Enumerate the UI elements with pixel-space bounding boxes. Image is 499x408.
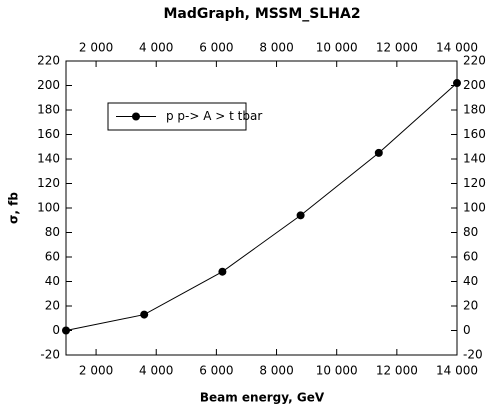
- x-axis-label: Beam energy, GeV: [200, 391, 325, 405]
- legend-label: p p-> A > t tbar: [166, 109, 262, 123]
- x-tick-label: 2 000: [79, 364, 113, 378]
- data-point: [453, 79, 461, 88]
- y-tick-label: 20: [45, 299, 60, 313]
- x-tick-label-top: 8 000: [259, 41, 293, 55]
- y-tick-label: 200: [37, 78, 60, 92]
- x-tick-label: 10 000: [316, 364, 358, 378]
- y-tick-label: 120: [37, 176, 60, 190]
- y-tick-label-right: 40: [463, 274, 478, 288]
- x-tick-label-top: 4 000: [139, 41, 173, 55]
- x-tick-label-top: 14 000: [436, 41, 478, 55]
- x-tick-label: 14 000: [436, 364, 478, 378]
- x-tick-label-top: 6 000: [199, 41, 233, 55]
- y-tick-label-right: 220: [463, 54, 486, 68]
- y-tick-label: 180: [37, 103, 60, 117]
- chart-title: MadGraph, MSSM_SLHA2: [163, 6, 360, 22]
- x-tick-label: 8 000: [259, 364, 293, 378]
- y-tick-label: 140: [37, 152, 60, 166]
- data-point: [140, 310, 149, 319]
- y-tick-label-right: 60: [463, 250, 478, 264]
- y-tick-label: 160: [37, 127, 60, 141]
- y-tick-label-right: -20: [463, 348, 483, 362]
- y-axis-label: σ, fb: [7, 192, 21, 224]
- y-tick-label-right: 200: [463, 78, 486, 92]
- data-point: [62, 326, 70, 335]
- x-tick-label: 4 000: [139, 364, 173, 378]
- y-tick-label-right: 120: [463, 176, 486, 190]
- y-tick-label: 40: [45, 274, 60, 288]
- y-tick-label: -20: [40, 348, 60, 362]
- y-tick-label-right: 140: [463, 152, 486, 166]
- x-tick-label-top: 10 000: [316, 41, 358, 55]
- y-tick-label: 220: [37, 54, 60, 68]
- y-tick-label: 80: [45, 225, 60, 239]
- x-tick-label-top: 2 000: [79, 41, 113, 55]
- y-tick-label: 60: [45, 250, 60, 264]
- y-tick-label-right: 160: [463, 127, 486, 141]
- series-line: [65, 82, 458, 331]
- x-tick-label-top: 12 000: [376, 41, 418, 55]
- data-point: [374, 148, 383, 157]
- x-tick-label: 12 000: [376, 364, 418, 378]
- x-tick-label: 6 000: [199, 364, 233, 378]
- data-point: [218, 267, 227, 276]
- y-tick-label-right: 20: [463, 299, 478, 313]
- y-tick-label-right: 100: [463, 201, 486, 215]
- y-tick-label-right: 80: [463, 225, 478, 239]
- legend-marker: [132, 112, 140, 121]
- y-tick-label-right: 0: [463, 323, 471, 337]
- data-point: [296, 211, 305, 220]
- y-tick-label-right: 180: [463, 103, 486, 117]
- y-tick-label: 100: [37, 201, 60, 215]
- y-tick-label: 0: [52, 323, 60, 337]
